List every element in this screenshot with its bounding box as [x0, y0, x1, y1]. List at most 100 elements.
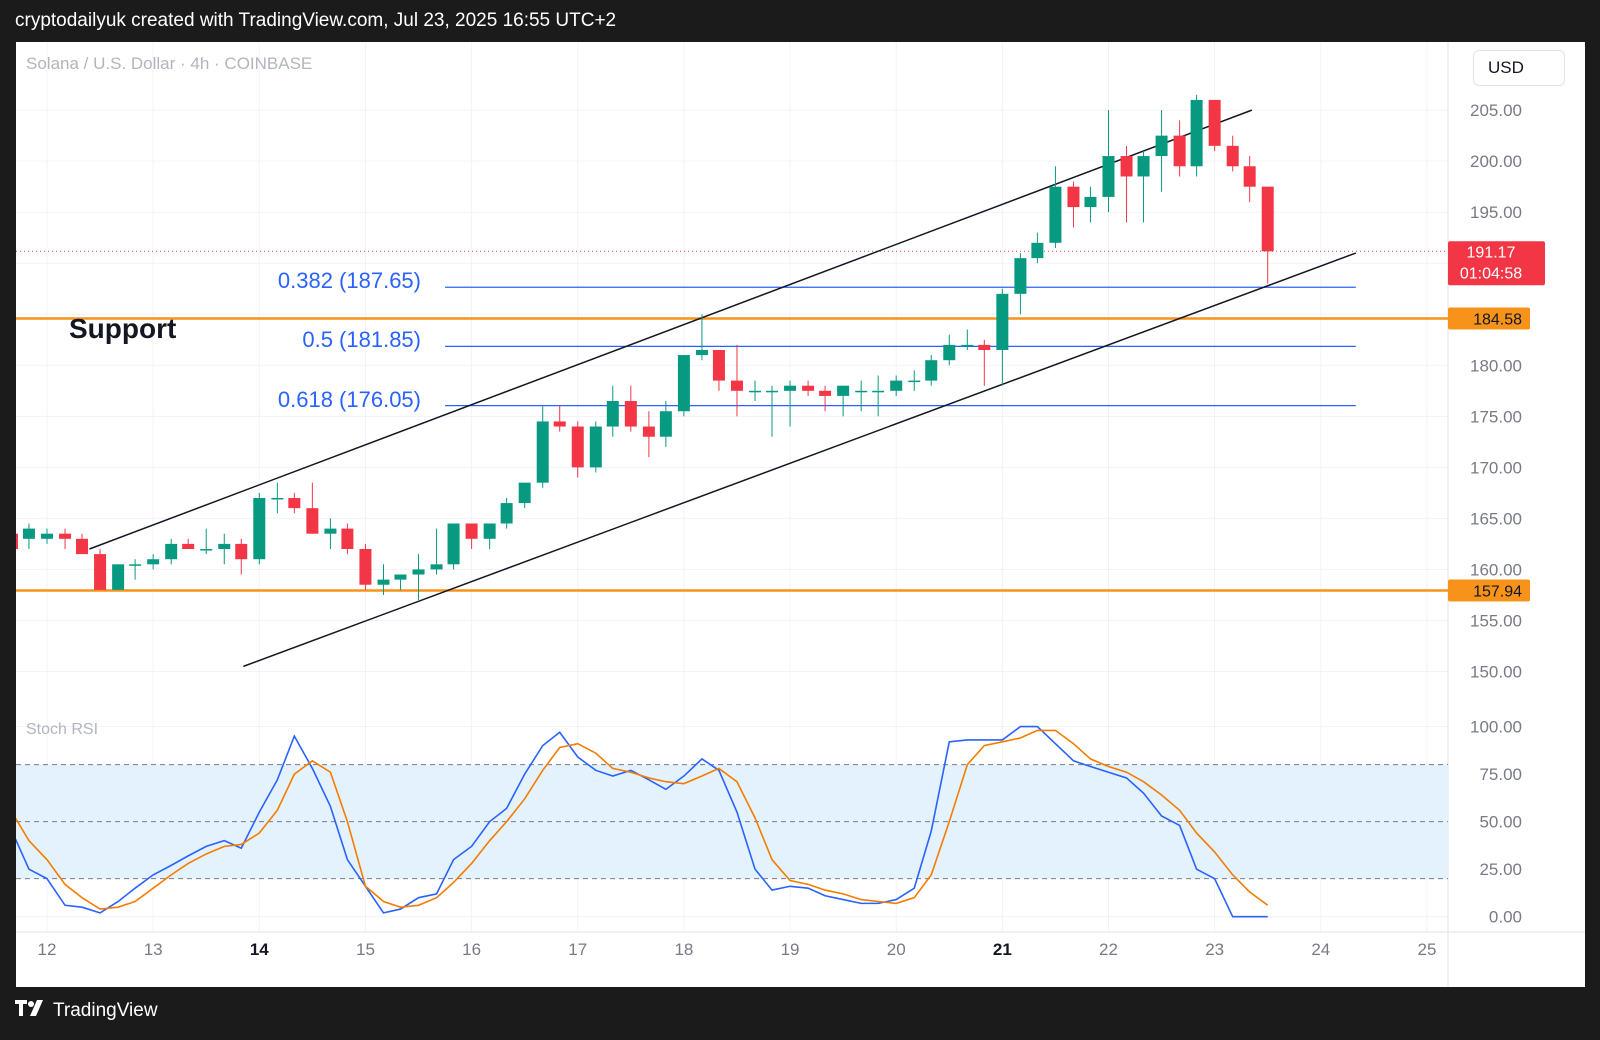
y-tick-170: 170.00: [1470, 458, 1522, 477]
candle-body-31: [553, 421, 566, 427]
x-tick-23: 23: [1205, 940, 1224, 959]
candle-body-0: [5, 533, 18, 550]
candle-body-5: [94, 554, 107, 590]
support-upper-badge: 184.58: [1448, 307, 1530, 330]
candle-body-46: [819, 390, 832, 396]
stoch-y-tick-50: 50.00: [1479, 813, 1522, 832]
candle-body-24: [430, 564, 443, 570]
candle-body-19: [341, 528, 354, 550]
candle-body-28: [500, 503, 513, 524]
x-tick-24: 24: [1311, 940, 1330, 959]
stoch-y-tick-25: 25.00: [1479, 860, 1522, 879]
horizontal-levels: [16, 250, 1448, 880]
candle-body-49: [872, 390, 885, 393]
candle-body-48: [855, 390, 868, 393]
candle-body-34: [606, 401, 619, 427]
candle-body-1: [22, 528, 35, 539]
candle-body-29: [518, 482, 531, 504]
candle-body-13: [235, 543, 248, 560]
candle-body-6: [112, 564, 125, 590]
y-tick-165: 165.00: [1470, 509, 1522, 528]
y-tick-175: 175.00: [1470, 407, 1522, 426]
stoch-y-tick-75: 75.00: [1479, 765, 1522, 784]
candle-body-67: [1190, 99, 1203, 167]
x-tick-21: 21: [993, 940, 1012, 959]
channel-lower-line: [243, 252, 1357, 668]
stoch-y-tick-0: 0.00: [1489, 908, 1522, 927]
stoch-rsi-lines: [11, 725, 1269, 918]
candle-body-14: [253, 497, 266, 560]
candle-body-41: [730, 380, 743, 391]
candle-body-47: [837, 385, 850, 396]
candle-body-2: [41, 533, 53, 539]
candle-body-62: [1102, 156, 1115, 197]
price-badge: 191.17 01:04:58: [1448, 241, 1545, 286]
candle-body-71: [1261, 186, 1274, 252]
candle-body-26: [465, 523, 478, 539]
fib-618-label: 0.618 (176.05): [278, 387, 421, 412]
price-now: 191.17: [1467, 244, 1516, 261]
candle-body-57: [1014, 258, 1027, 294]
support-upper-value: 184.58: [1473, 312, 1522, 329]
candle-body-7: [129, 564, 142, 566]
candle-body-20: [359, 549, 372, 585]
candle-body-43: [766, 390, 779, 393]
candle-body-4: [76, 538, 89, 555]
candle-body-36: [642, 426, 655, 437]
y-tick-200: 200.00: [1470, 152, 1522, 171]
y-tick-160: 160.00: [1470, 560, 1522, 579]
candle-body-15: [271, 497, 284, 500]
candle-body-11: [200, 549, 213, 551]
candle-body-45: [802, 385, 815, 391]
candle-body-33: [589, 426, 602, 468]
x-tick-22: 22: [1099, 940, 1118, 959]
candle-body-51: [908, 380, 921, 383]
currency-button[interactable]: USD: [1473, 50, 1565, 86]
candle-body-68: [1208, 99, 1221, 146]
candle-body-63: [1120, 156, 1133, 177]
candle-body-53: [943, 344, 956, 361]
candle-body-59: [1049, 186, 1062, 243]
candle-body-8: [147, 559, 160, 565]
candle-body-21: [377, 579, 390, 585]
stoch-d-line: [11, 729, 1269, 910]
candle-body-61: [1084, 196, 1097, 208]
tradingview-logo-icon: [15, 1000, 45, 1022]
symbol-title: Solana / U.S. Dollar · 4h · COINBASE: [26, 54, 312, 73]
x-tick-15: 15: [356, 940, 375, 959]
caption: cryptodailyuk created with TradingView.c…: [15, 10, 617, 31]
x-tick-20: 20: [887, 940, 906, 959]
support-lower-badge: 157.94: [1448, 579, 1530, 602]
candle-body-12: [218, 543, 231, 550]
y-tick-195: 195.00: [1470, 203, 1522, 222]
candle-body-40: [712, 349, 725, 381]
candle-body-30: [536, 421, 549, 483]
candle-body-39: [695, 349, 708, 356]
candle-body-27: [483, 523, 496, 539]
stoch-title: Stoch RSI: [26, 721, 98, 738]
x-tick-18: 18: [674, 940, 693, 959]
candle-body-18: [324, 528, 337, 534]
chart-panel[interactable]: 150.00 155.00 160.00 165.00 170.00 175.00 180.…: [5, 42, 1585, 987]
x-tick-25: 25: [1417, 940, 1436, 959]
footer-brand: TradingView: [53, 1000, 158, 1021]
candle-body-3: [59, 533, 72, 539]
channel-upper-line: [89, 109, 1253, 550]
candle-body-64: [1137, 156, 1150, 177]
candle-body-44: [784, 385, 797, 391]
axes: 150.00155.00160.00165.00170.00175.00180.…: [38, 101, 1522, 959]
candle-body-52: [925, 360, 938, 381]
stoch-y-tick-100: 100.00: [1470, 718, 1522, 737]
x-tick-12: 12: [38, 940, 57, 959]
candles: [5, 94, 1274, 601]
footer: TradingView: [15, 1000, 158, 1022]
candle-body-32: [571, 426, 584, 468]
x-tick-13: 13: [144, 940, 163, 959]
chart-svg[interactable]: 150.00155.00160.00165.00170.00175.00180.…: [5, 42, 1585, 987]
candle-body-37: [659, 411, 672, 437]
x-tick-16: 16: [462, 940, 481, 959]
candle-body-69: [1226, 145, 1239, 167]
channel-lines[interactable]: [89, 109, 1357, 668]
candle-body-35: [624, 401, 637, 427]
